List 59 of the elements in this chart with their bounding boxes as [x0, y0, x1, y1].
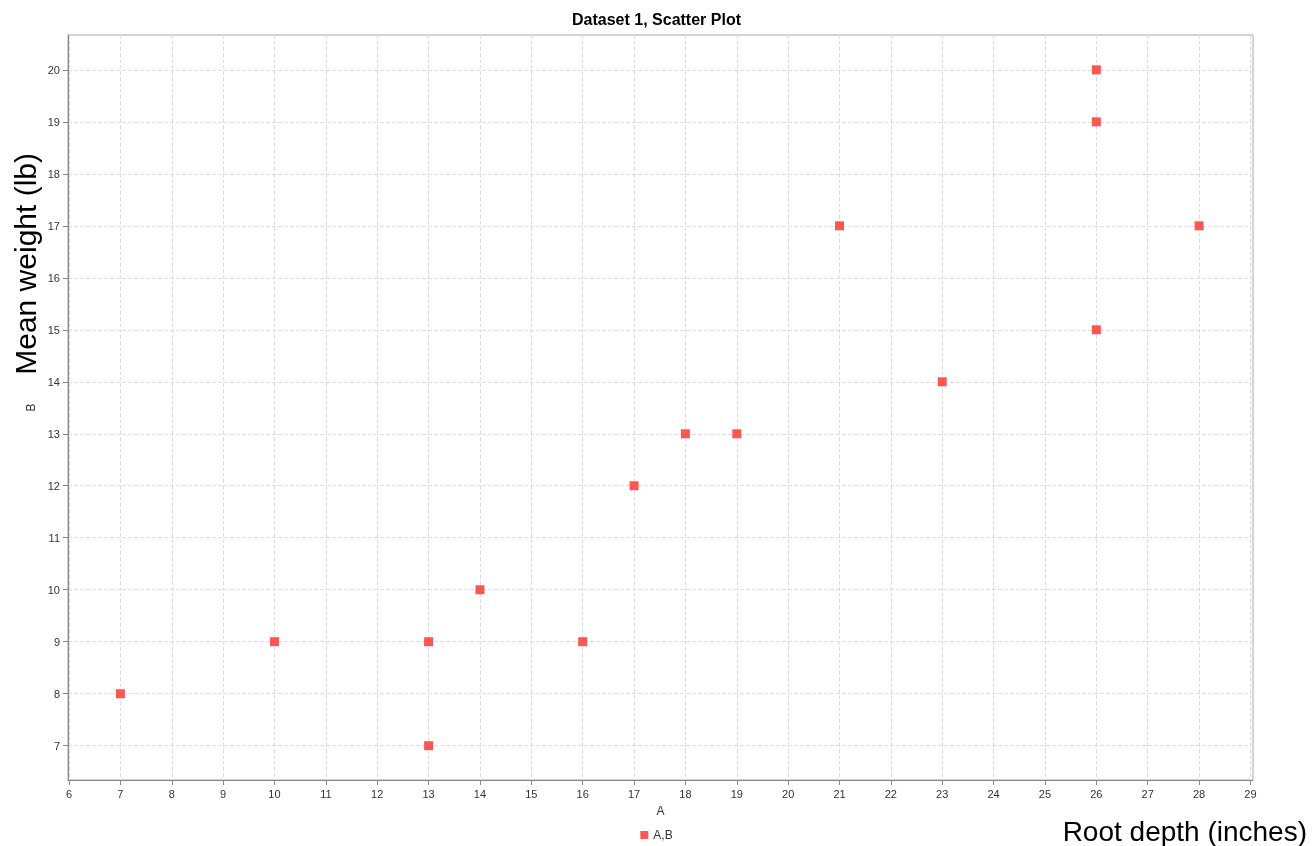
x-tick-label: 29	[1244, 787, 1257, 800]
y-tick-label: 18	[47, 167, 60, 180]
x-tick-label: 9	[220, 787, 227, 800]
x-tick-label: 17	[627, 787, 641, 800]
text: Root depth (inches)	[1062, 815, 1307, 846]
y-tick-label: 9	[53, 635, 60, 648]
point	[629, 481, 639, 491]
y-tick-label: 19	[47, 115, 60, 128]
chart-title: Dataset 1, Scatter Plot	[572, 10, 742, 28]
y-tick-label: 20	[47, 63, 60, 76]
point	[1194, 221, 1204, 231]
y-tick-label: 10	[47, 583, 60, 596]
point	[1091, 117, 1101, 127]
point	[835, 221, 845, 231]
x-tick-label: 12	[371, 787, 384, 800]
point	[1091, 325, 1101, 335]
y-tick-label: 13	[47, 427, 60, 440]
x-tick-label: 23	[936, 787, 949, 800]
point	[115, 689, 125, 699]
x-tick-label: 18	[679, 787, 692, 800]
point	[269, 637, 279, 647]
x-axis-title: A	[656, 804, 665, 818]
point	[1091, 65, 1101, 75]
x-tick-label: 15	[525, 787, 538, 800]
legend-label: A,B	[653, 828, 673, 842]
y-tick-label: 16	[47, 271, 60, 284]
y-axis-title: B	[23, 403, 38, 412]
x-tick-label: 24	[987, 787, 1000, 800]
x-tick-label: 11	[320, 787, 332, 800]
y-tick-label: 14	[47, 375, 60, 388]
x-tick-label: 13	[422, 787, 435, 800]
x-tick-label: 26	[1090, 787, 1103, 800]
x-tick-label: 14	[473, 787, 487, 800]
x-tick-label: 10	[268, 787, 281, 800]
y-tick-label: 12	[47, 479, 60, 492]
point	[680, 429, 690, 439]
x-tick-label: 20	[782, 787, 795, 800]
x-tick-label: 27	[1141, 787, 1154, 800]
y-tick-label: 15	[47, 323, 60, 336]
x-tick-label: 22	[884, 787, 897, 800]
text: Mean weight (lb)	[8, 153, 42, 375]
y-tick-label: 11	[48, 531, 60, 544]
x-tick-label: 28	[1192, 787, 1206, 800]
point	[475, 585, 485, 595]
x-tick-label: 6	[65, 787, 73, 800]
x-tick-label: 25	[1038, 787, 1052, 800]
point	[937, 377, 947, 387]
y-tick-label: 8	[53, 687, 60, 700]
x-tick-label: 8	[168, 787, 175, 800]
y-tick-label: 7	[53, 739, 60, 752]
x-tick-label: 19	[730, 787, 743, 800]
point	[424, 637, 434, 647]
x-tick-label: 21	[833, 787, 846, 800]
x-tick-label: 7	[117, 787, 124, 800]
x-tick-label: 16	[576, 787, 589, 800]
y-tick-label: 17	[47, 219, 60, 232]
point	[732, 429, 742, 439]
point	[424, 741, 434, 751]
point	[578, 637, 588, 647]
